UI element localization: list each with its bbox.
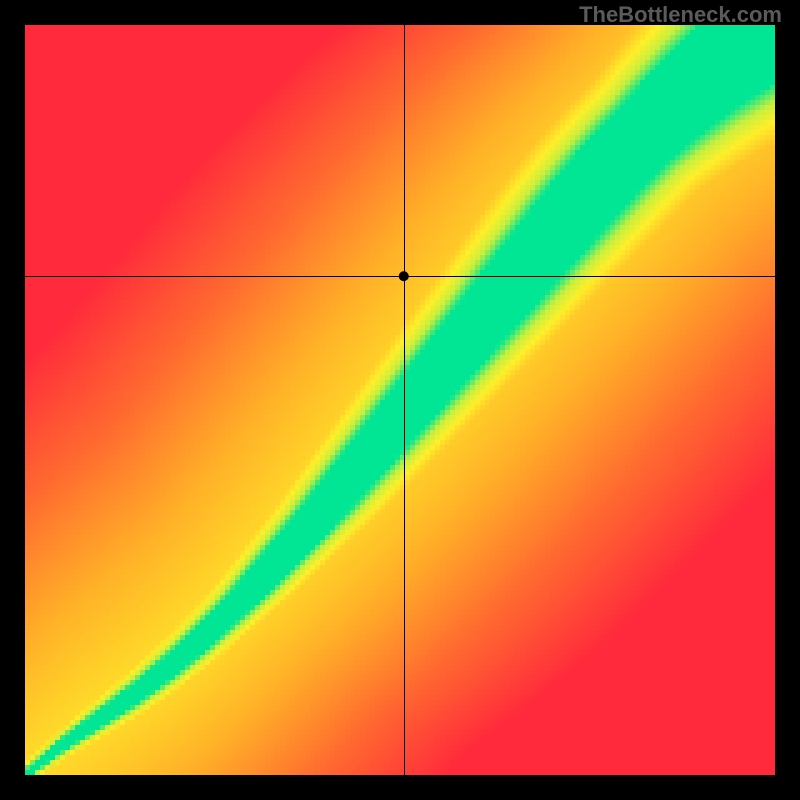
chart-container: TheBottleneck.com [0, 0, 800, 800]
crosshair-overlay [25, 25, 775, 775]
plot-area [25, 25, 775, 775]
